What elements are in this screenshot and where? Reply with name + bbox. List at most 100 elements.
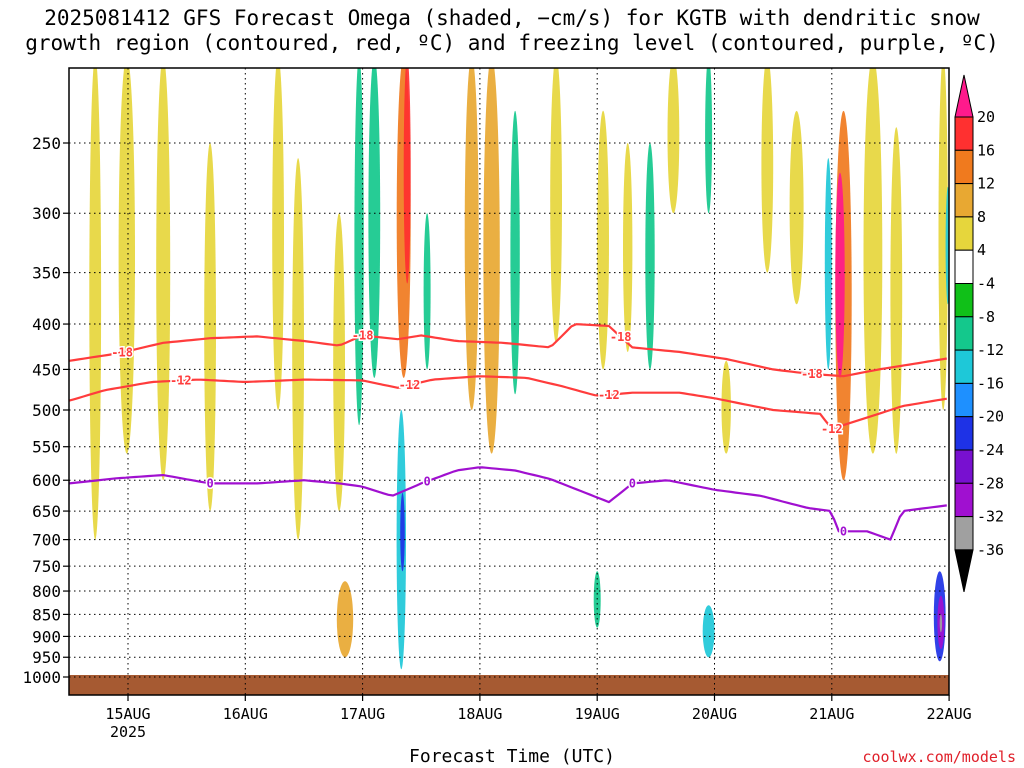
omega-shade-25 <box>702 605 715 658</box>
contour-freezing_0 <box>69 466 947 541</box>
omega-shade-11 <box>403 68 411 284</box>
omega-shade-35 <box>945 186 949 305</box>
x-tick-label-5: 20AUG <box>692 705 737 723</box>
y-tick-label-650: 650 <box>32 502 61 521</box>
omega-shade-23 <box>667 68 680 214</box>
contour-label-dsgz_-18-3: -18 <box>801 367 823 381</box>
y-tick-label-1000: 1000 <box>22 668 61 687</box>
colorbar-box-1 <box>954 149 974 185</box>
omega-shade-14 <box>423 213 431 370</box>
contour-label-dsgz_-18-2: -18 <box>610 330 632 344</box>
contour-label-freezing_0-3: 0 <box>840 524 847 538</box>
omega-shade-31 <box>835 172 845 378</box>
colorbar-label-8: -16 <box>977 374 1004 392</box>
colorbar-box-9 <box>954 416 974 451</box>
plot-frame <box>68 67 950 696</box>
source-credit[interactable]: coolwx.com/models <box>862 748 1016 766</box>
x-tick-label-2: 17AUG <box>340 705 385 723</box>
chart-title-line1: 2025081412 GFS Forecast Omega (shaded, −… <box>44 6 980 30</box>
colorbar-box-4 <box>954 249 974 284</box>
plot-grid <box>69 68 949 695</box>
x-tick-label-1: 16AUG <box>223 705 268 723</box>
omega-shade-6 <box>333 213 345 511</box>
colorbar-label-5: -4 <box>977 275 995 293</box>
contour-label-dsgz_-12-1: -12 <box>399 378 421 392</box>
x-axis-label: Forecast Time (UTC) <box>409 746 615 767</box>
x-tick-label-4: 19AUG <box>575 705 620 723</box>
omega-shade-16 <box>483 68 500 454</box>
x-tick-label-3: 18AUG <box>457 705 502 723</box>
colorbar-label-12: -32 <box>977 508 1004 526</box>
colorbar-label-1: 16 <box>977 141 995 159</box>
contour-label-dsgz_-12-2: -12 <box>598 388 620 402</box>
omega-shade-32 <box>863 68 883 454</box>
omega-shade-19 <box>597 110 609 370</box>
colorbar-extend-bottom <box>954 549 974 593</box>
contour-lines <box>69 323 947 541</box>
omega-shade-27 <box>761 68 774 273</box>
colorbar-box-10 <box>954 449 974 484</box>
omega-shade-1 <box>118 68 135 454</box>
colorbar-box-6 <box>954 316 974 351</box>
omega-shade-29 <box>824 158 832 370</box>
y-tick-label-850: 850 <box>32 605 61 624</box>
colorbar-box-0 <box>954 116 974 151</box>
omega-shade-21 <box>623 143 633 352</box>
colorbar-label-10: -24 <box>977 441 1004 459</box>
contour-label-dsgz_-12-3: -12 <box>821 422 843 436</box>
omega-shade-33 <box>890 127 903 454</box>
omega-shade-18 <box>550 68 562 343</box>
contour-label-freezing_0-0: 0 <box>206 476 213 490</box>
y-tick-label-500: 500 <box>32 401 61 420</box>
colorbar-box-2 <box>954 183 974 218</box>
colorbar-label-0: 20 <box>977 108 995 126</box>
omega-shade-0 <box>89 68 102 540</box>
contour-label-dsgz_-12-0: -12 <box>170 374 192 388</box>
omega-shade-28 <box>789 110 804 305</box>
contour-label-freezing_0-1: 0 <box>423 474 430 488</box>
omega-shade-22 <box>645 143 655 370</box>
omega-shade-34 <box>938 68 948 410</box>
chart-title-line2: growth region (contoured, red, ºC) and f… <box>25 31 999 55</box>
contour-label-dsgz_-18-0: -18 <box>111 345 133 359</box>
colorbar-label-9: -20 <box>977 408 1004 426</box>
omega-colorbar: 20 16 12 8 4 -4 -8 -12 -16 -20 -24 -28 -32 -36 <box>954 74 1004 593</box>
colorbar-label-13: -36 <box>977 541 1004 559</box>
y-tick-label-550: 550 <box>32 438 61 457</box>
colorbar-box-3 <box>954 216 974 251</box>
omega-shade-3 <box>204 143 217 511</box>
colorbar-label-11: -28 <box>977 474 1004 492</box>
colorbar-box-11 <box>954 482 974 518</box>
ground-surface <box>69 675 949 695</box>
y-tick-label-700: 700 <box>32 531 61 550</box>
omega-shade-7 <box>336 581 354 658</box>
omega-shade-17 <box>510 110 520 395</box>
colorbar-box-7 <box>954 349 974 384</box>
pressure-axis: 250 300 350 400 450 500 550 600 650 700 750 800 850 9… <box>22 134 69 687</box>
omega-shade-2 <box>156 68 171 481</box>
omega-shade-9 <box>368 68 381 378</box>
contour-dsgz_-18 <box>69 323 947 378</box>
colorbar-label-7: -12 <box>977 341 1004 359</box>
contour-dsgz_-12 <box>69 375 947 430</box>
colorbar-label-3: 8 <box>977 208 986 226</box>
omega-shade-5 <box>292 158 304 540</box>
x-tick-label-6: 21AUG <box>809 705 854 723</box>
y-tick-label-300: 300 <box>32 204 61 223</box>
x-tick-label-0: 15AUG <box>105 705 150 723</box>
y-tick-label-350: 350 <box>32 264 61 283</box>
colorbar-box-5 <box>954 283 974 318</box>
contour-labels: -18 -18 -18 -18 -12 -12 -12 -12 0 0 0 0 <box>110 327 849 540</box>
colorbar-extend-top <box>954 74 974 118</box>
omega-shade-24 <box>705 68 713 214</box>
omega-shade-13 <box>400 492 405 572</box>
x-tick-label-7: 22AUG <box>927 705 972 723</box>
y-tick-label-600: 600 <box>32 471 61 490</box>
colorbar-box-8 <box>954 382 974 418</box>
colorbar-box-12 <box>954 516 974 551</box>
y-tick-label-750: 750 <box>32 557 61 576</box>
y-tick-label-400: 400 <box>32 315 61 334</box>
omega-shade-15 <box>464 68 479 410</box>
